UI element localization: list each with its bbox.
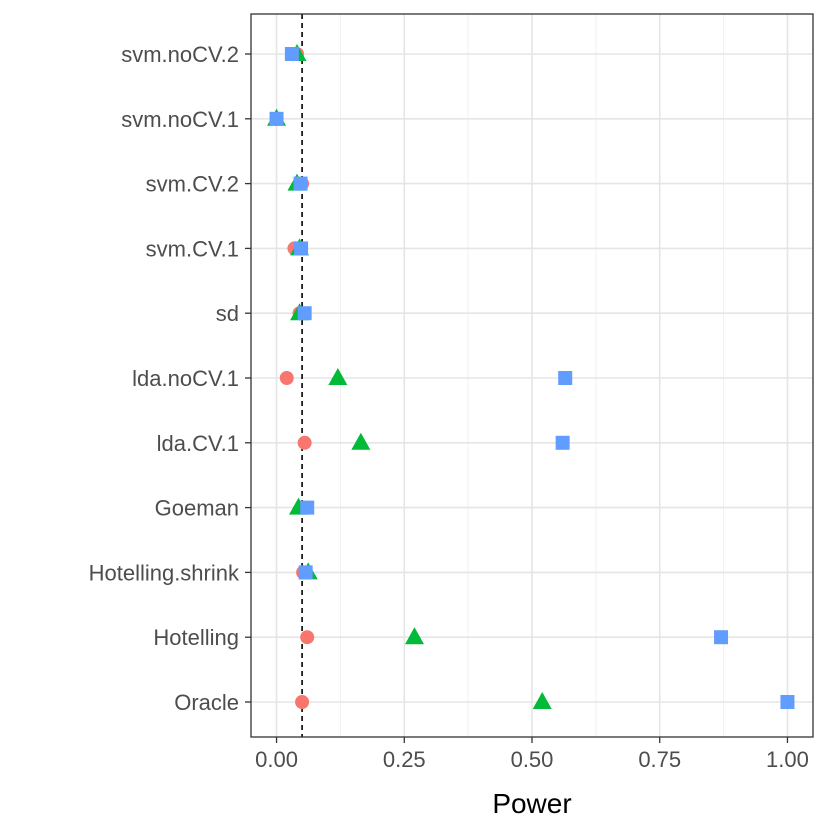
point-circle — [295, 695, 310, 709]
point-triangle — [532, 692, 552, 709]
x-tick-label: 0.00 — [255, 747, 298, 772]
points-layer — [267, 44, 795, 709]
point-square — [293, 176, 308, 191]
y-tick-label: lda.CV.1 — [157, 431, 239, 456]
y-tick-label: Hotelling — [153, 625, 239, 650]
point-circle — [279, 371, 294, 385]
y-tick-label: svm.CV.2 — [146, 172, 239, 197]
y-tick-label: sd — [216, 301, 239, 326]
point-circle — [297, 435, 312, 450]
x-tick-label: 1.00 — [766, 747, 809, 772]
y-tick-label: svm.noCV.1 — [121, 107, 239, 132]
x-tick-label: 0.50 — [511, 747, 554, 772]
point-triangle — [351, 432, 371, 450]
x-tick-label: 0.25 — [383, 747, 426, 772]
y-tick-label: lda.noCV.1 — [132, 366, 239, 391]
point-square — [294, 241, 309, 256]
y-tick-label: svm.CV.1 — [146, 236, 239, 261]
point-square — [298, 565, 313, 580]
point-square — [269, 111, 284, 126]
y-tick-label: Goeman — [155, 496, 239, 521]
y-tick-label: Hotelling.shrink — [89, 560, 240, 585]
y-tick-label: Oracle — [174, 690, 239, 715]
axis-layer: svm.noCV.2 svm.noCV.1 svm.CV.2 svm.CV.1 sd ld… — [89, 42, 809, 772]
y-tick-label: svm.noCV.2 — [121, 42, 239, 67]
point-square — [300, 500, 315, 515]
point-triangle — [328, 368, 348, 385]
point-square — [558, 371, 573, 385]
point-square — [284, 47, 299, 61]
x-tick-label: 0.75 — [638, 747, 681, 772]
point-circle — [300, 630, 315, 645]
point-square — [780, 695, 795, 709]
x-axis-title: Power — [492, 788, 571, 819]
point-square — [714, 630, 729, 645]
point-square — [555, 435, 570, 450]
point-triangle — [404, 627, 424, 645]
point-square — [297, 306, 312, 321]
grid-layer — [251, 14, 813, 737]
